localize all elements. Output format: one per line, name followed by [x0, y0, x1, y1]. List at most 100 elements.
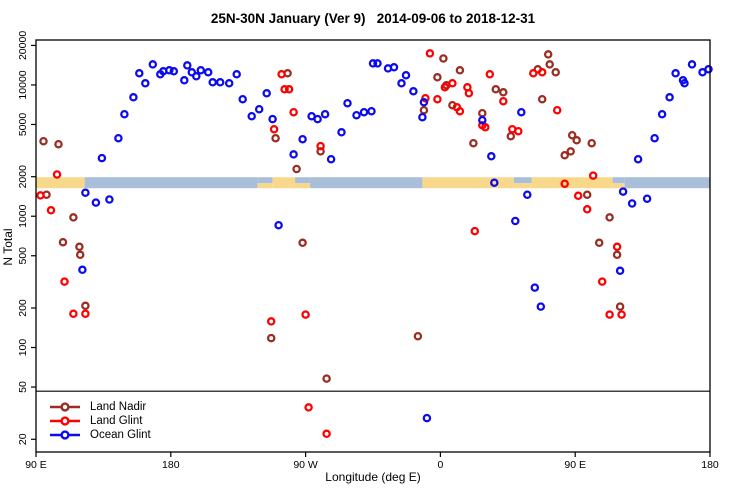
data-point [409, 87, 418, 96]
data-point [633, 154, 643, 164]
data-point [373, 59, 382, 68]
data-point [490, 178, 499, 187]
data-point [433, 73, 442, 82]
data-point [232, 70, 241, 79]
y-tick-label: 100 [17, 339, 29, 357]
data-point [421, 93, 430, 103]
data-point [268, 114, 277, 124]
data-point [627, 199, 637, 208]
data-point [359, 107, 369, 117]
legend-label-land-glint: Land Glint [90, 415, 143, 427]
data-point [203, 68, 213, 77]
legend-item: Ocean Glint [48, 428, 151, 442]
data-point [481, 123, 490, 132]
data-point [418, 112, 427, 122]
map-band-segment-coast [257, 177, 273, 184]
data-point [313, 114, 322, 124]
data-point [499, 88, 508, 97]
data-point [523, 190, 532, 199]
map-band-segment-coast [257, 183, 273, 189]
y-tick-label: 2000 [17, 165, 29, 189]
data-point [69, 309, 78, 318]
data-point [567, 130, 577, 140]
data-point [422, 413, 432, 423]
data-point [413, 331, 423, 341]
data-point [81, 188, 90, 197]
y-tick-label: 5000 [17, 113, 29, 137]
data-point [506, 131, 516, 141]
x-tick-label: 90 W [293, 459, 318, 471]
data-point [46, 206, 56, 215]
data-point [208, 78, 217, 87]
data-point [91, 198, 101, 207]
data-point [552, 105, 562, 115]
data-point [266, 317, 276, 326]
data-point [543, 50, 553, 59]
data-point [582, 205, 592, 214]
data-point [52, 170, 62, 179]
data-point [594, 238, 604, 248]
data-point [597, 277, 607, 286]
data-point [419, 105, 429, 115]
data-point [114, 133, 123, 143]
data-point [537, 94, 547, 104]
y-tick-label: 1000 [17, 204, 29, 228]
legend: Land Nadir Land Glint Ocean Glint [48, 400, 151, 442]
data-point [401, 71, 411, 80]
y-tick-label: 200 [17, 299, 29, 317]
land-glint-symbol-icon [50, 416, 80, 426]
x-tick-label: 90 E [25, 459, 47, 471]
data-point [292, 164, 301, 174]
map-band-segment-ocean [84, 177, 258, 189]
data-point [419, 97, 429, 107]
y-axis-ticks: 20 50 100 200 500 1000 2000 5000 10000 20000 [17, 31, 36, 445]
y-tick-label: 500 [17, 247, 29, 265]
data-point [536, 302, 546, 311]
map-band-segment-coast [612, 183, 625, 189]
data-point [657, 109, 667, 119]
data-point [215, 78, 225, 87]
data-point [704, 65, 713, 74]
map-band-segment-coast [295, 183, 311, 189]
data-point [75, 242, 84, 252]
data-point [478, 115, 487, 125]
data-point [192, 72, 201, 81]
data-point [470, 226, 480, 236]
data-point [551, 68, 560, 77]
data-point [478, 108, 487, 118]
data-point [440, 83, 450, 92]
ocean-glint-symbol-icon [50, 430, 80, 440]
data-point [196, 66, 206, 75]
data-point [566, 147, 575, 156]
data-point [612, 242, 622, 252]
data-point [274, 220, 283, 230]
data-point [397, 79, 406, 88]
data-point [247, 111, 256, 121]
map-band-segment-coast [612, 177, 625, 184]
x-tick-label: 0 [437, 459, 443, 471]
data-point [572, 136, 581, 145]
y-tick-label: 20 [17, 433, 29, 445]
data-point [352, 110, 361, 120]
data-point [671, 69, 680, 78]
data-point [58, 237, 68, 247]
data-point [316, 141, 325, 151]
legend-item: Land Glint [48, 414, 151, 428]
data-point [135, 69, 144, 78]
data-point [582, 190, 592, 199]
data-point [39, 136, 48, 146]
data-point [298, 238, 307, 248]
data-point [169, 67, 179, 76]
data-point [448, 79, 457, 88]
data-point [618, 187, 628, 196]
data-point [487, 152, 496, 161]
data-point [60, 277, 69, 286]
map-band-segment-land [531, 177, 613, 189]
data-point [183, 61, 192, 70]
data-point [36, 191, 45, 200]
data-point [165, 66, 174, 75]
legend-item: Land Nadir [48, 400, 151, 414]
data-point [455, 106, 465, 116]
data-point [129, 93, 138, 102]
